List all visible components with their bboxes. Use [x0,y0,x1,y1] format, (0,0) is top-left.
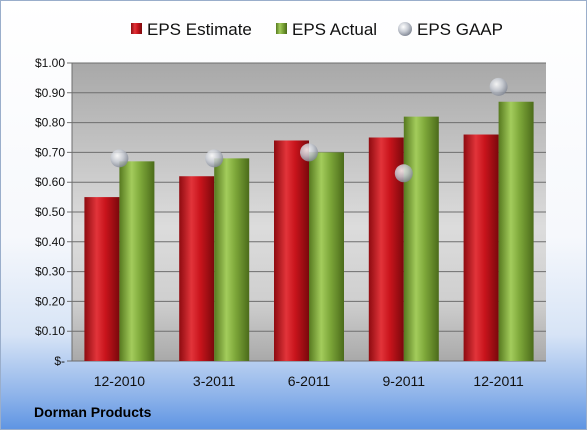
estimate-bar [179,176,215,361]
y-tick-label: $0.10 [35,324,65,338]
legend-swatch-estimate [131,23,142,34]
actual-bar [403,116,439,361]
actual-bar [119,161,155,361]
x-category-label: 9-2011 [383,373,426,389]
legend-label-gaap: EPS GAAP [417,20,503,39]
y-tick-label: $0.80 [35,116,65,130]
x-category-label: 3-2011 [193,373,236,389]
legend-item-estimate: EPS Estimate [131,20,252,39]
gaap-markers [110,77,508,183]
gaap-marker [205,149,224,168]
legend-label-estimate: EPS Estimate [147,20,252,39]
y-tick-label: $0.60 [35,175,65,189]
legend-item-gaap: EPS GAAP [398,20,503,39]
legend-marker-gaap [398,22,412,36]
y-tick-label: $- [54,354,65,368]
gaap-marker [394,164,413,183]
legend-item-actual: EPS Actual [276,20,377,39]
estimate-bar [463,134,499,361]
estimate-bar [274,140,309,361]
actual-bar [214,158,250,361]
y-tick-label: $0.20 [35,294,65,308]
y-tick-label: $1.00 [35,56,65,70]
y-tick-label: $0.40 [35,235,65,249]
actual-bar [498,101,534,362]
legend-label-actual: EPS Actual [292,20,377,39]
gaap-marker [300,143,318,162]
company-name: Dorman Products [34,404,152,420]
y-tick-label: $0.50 [35,205,65,219]
y-axis-tick-labels: $- $0.10 $0.20 $0.30 $0.40 $0.50 $0.60 $0.70 $0.… [35,56,65,368]
legend: EPS Estimate EPS Actual EPS GAAP [131,20,503,39]
legend-swatch-actual [276,23,287,34]
y-tick-label: $0.30 [35,265,65,279]
x-axis-category-labels: 12-2010 3-2011 6-2011 9-2011 12-2011 [94,373,524,389]
actual-bar [309,152,344,361]
gaap-marker [489,77,508,96]
x-category-label: 6-2011 [288,373,331,389]
bars [84,101,534,362]
estimate-bar [84,197,120,361]
x-category-label: 12-2011 [473,373,524,389]
gaap-marker [110,149,129,168]
y-tick-label: $0.70 [35,145,65,159]
x-category-label: 12-2010 [94,373,146,389]
y-tick-label: $0.90 [35,86,65,100]
